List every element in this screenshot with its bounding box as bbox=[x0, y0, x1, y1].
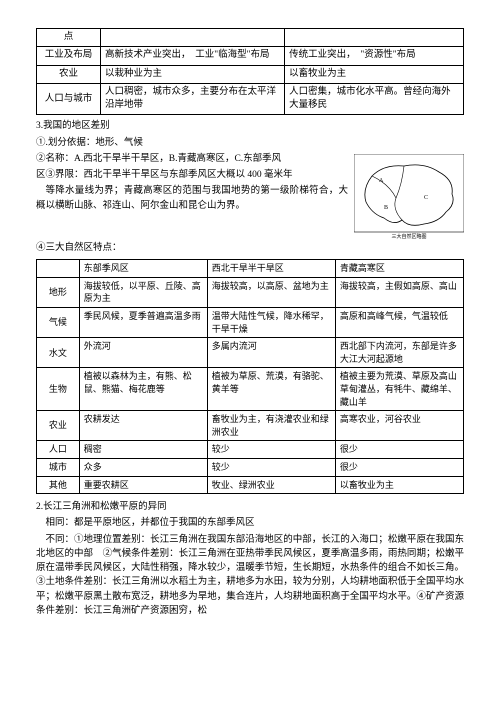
s3-title: 3.我国的地区差别 bbox=[36, 119, 464, 133]
t2-r5c0: 人口 bbox=[37, 441, 80, 459]
table-three-regions: 东部季风区 西北干旱半干旱区 青藏高寒区 地形 海拔较低，以平原、丘陵、高原为主… bbox=[36, 259, 464, 494]
t2-r0c3: 海拔较高，主假如高原、高山 bbox=[335, 277, 463, 307]
map-label-c: C bbox=[424, 195, 428, 201]
map-svg: A B C 三大自然区略图 bbox=[354, 154, 464, 239]
t2-r0c2: 海拔较高，以高原、盆地为主 bbox=[207, 277, 335, 307]
t2-h1: 东部季风区 bbox=[79, 260, 207, 278]
t2-r1c2: 温带大陆性气候，降水稀罕，干旱干燥 bbox=[207, 308, 335, 338]
t1-r2c1: 以栽种业为主 bbox=[101, 65, 285, 83]
t2-r6c0: 城市 bbox=[37, 458, 80, 476]
table-industry-comparison: 点 工业及布局 高新技术产业突出， 工业"临海型"布局 传统工业突出， "资源性… bbox=[36, 28, 464, 115]
map-label-a: A bbox=[379, 178, 384, 184]
t2-r2c2: 多属内流河 bbox=[207, 338, 335, 368]
t2-r0c1: 海拔较低，以平原、丘陵、高原为主 bbox=[79, 277, 207, 307]
t1-r3c0: 人口与城市 bbox=[37, 83, 101, 115]
t2-r4c1: 农耕发达 bbox=[79, 411, 207, 441]
t2-r7c2: 牧业、绿洲农业 bbox=[207, 476, 335, 494]
t2-r1c0: 气候 bbox=[37, 308, 80, 338]
t2-h0 bbox=[37, 260, 80, 278]
t2-r4c3: 高寒农业，河谷农业 bbox=[335, 411, 463, 441]
t2-r5c3: 很少 bbox=[335, 441, 463, 459]
t2-r3c3: 植被主要为荒漠、草原及高山草甸灌丛，有牦牛、藏绵羊、藏山羊 bbox=[335, 368, 463, 411]
t2-r7c3: 以畜牧业为主 bbox=[335, 476, 463, 494]
t2-r4c0: 农业 bbox=[37, 411, 80, 441]
map-label-b: B bbox=[384, 205, 388, 211]
t2-r6c2: 较少 bbox=[207, 458, 335, 476]
t2-r1c1: 季民风候，夏季普遍高温多雨 bbox=[79, 308, 207, 338]
t2-r3c1: 植被以森林为主，有熊、松鼠、熊猫、梅花鹿等 bbox=[79, 368, 207, 411]
map-caption: 三大自然区略图 bbox=[391, 233, 426, 239]
t1-r2c0: 农业 bbox=[37, 65, 101, 83]
t2-h2: 西北干旱半干旱区 bbox=[207, 260, 335, 278]
s2b-title: 2.长江三角洲和松嫩平原的异同 bbox=[36, 500, 464, 514]
t2-r1c3: 高原和高峰气候，气温较低 bbox=[335, 308, 463, 338]
t2-r5c1: 稠密 bbox=[79, 441, 207, 459]
t2-r6c1: 众多 bbox=[79, 458, 207, 476]
t1-r1c2: 传统工业突出， "资源性"布局 bbox=[285, 47, 464, 65]
t2-r3c2: 植被为草原、荒漠，有骆驼、黄羊等 bbox=[207, 368, 335, 411]
section-3: 3.我国的地区差别 ①.划分依据：地形、气候 A B C 三大自然区略图 ②名称… bbox=[36, 119, 464, 255]
t1-r1c0: 工业及布局 bbox=[37, 47, 101, 65]
s2b-p1: 相同：都是平原地区，并都位于我国的东部季风区 bbox=[36, 516, 464, 530]
t2-r5c2: 较少 bbox=[207, 441, 335, 459]
t2-r2c1: 外流河 bbox=[79, 338, 207, 368]
t1-r0c2 bbox=[285, 29, 464, 47]
t1-r0c1 bbox=[101, 29, 285, 47]
s3-l5: ④三大自然区特点： bbox=[36, 241, 464, 255]
t2-h3: 青藏高寒区 bbox=[335, 260, 463, 278]
t1-r2c2: 以畜牧业为主 bbox=[285, 65, 464, 83]
t1-r3c2: 人口密集，城市化水平高。曾经向海外大量移民 bbox=[285, 83, 464, 115]
map-china-regions: A B C 三大自然区略图 bbox=[354, 154, 464, 239]
s3-l1: ①.划分依据：地形、气候 bbox=[36, 136, 464, 150]
t2-r7c1: 重要农耕区 bbox=[79, 476, 207, 494]
t2-r6c3: 很少 bbox=[335, 458, 463, 476]
t2-r0c0: 地形 bbox=[37, 277, 80, 307]
t2-r2c0: 水文 bbox=[37, 338, 80, 368]
t1-r0c0: 点 bbox=[37, 29, 101, 47]
t1-r1c1: 高新技术产业突出， 工业"临海型"布局 bbox=[101, 47, 285, 65]
t1-r3c1: 人口稠密，城市众多，主要分布在太平洋沿岸地带 bbox=[101, 83, 285, 115]
section-2b: 2.长江三角洲和松嫩平原的异同 相同：都是平原地区，并都位于我国的东部季风区 不… bbox=[36, 500, 464, 618]
t2-r2c3: 西北部下内流河，东部是许多大江大河起源地 bbox=[335, 338, 463, 368]
s2b-p2: 不同：①地理位置差别：长江三角洲在我国东部沿海地区的中部，长江的入海口；松嫩平原… bbox=[36, 533, 464, 619]
t2-r4c2: 畜牧业为主，有浇灌农业和绿洲农业 bbox=[207, 411, 335, 441]
t2-r3c0: 生物 bbox=[37, 368, 80, 411]
t2-r7c0: 其他 bbox=[37, 476, 80, 494]
